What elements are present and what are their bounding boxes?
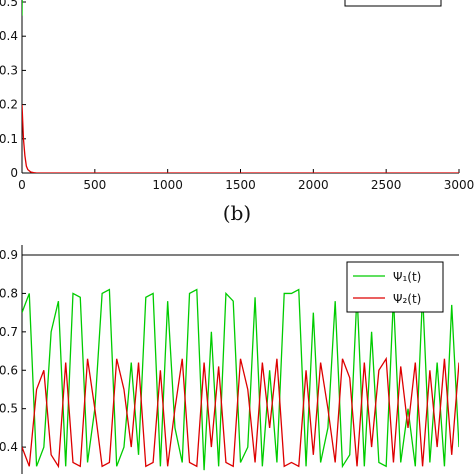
y-tick-label: 0.5 bbox=[0, 402, 18, 416]
series-line bbox=[22, 104, 459, 173]
legend-box bbox=[346, 261, 444, 313]
y-tick-label: 0.6 bbox=[0, 363, 18, 377]
y-tick-label: 0 bbox=[10, 166, 18, 180]
legend-label: Ψ₂(t) bbox=[393, 292, 421, 306]
plot bbox=[22, 0, 459, 173]
x-tick-label: 0 bbox=[18, 178, 26, 192]
y-tick-label: 0.3 bbox=[0, 63, 18, 77]
series-line bbox=[22, 0, 23, 16]
x-tick-label: 500 bbox=[83, 178, 106, 192]
series-line bbox=[22, 356, 459, 469]
y-tick-label: 0.7 bbox=[0, 325, 18, 339]
y-tick-label: 0.4 bbox=[0, 29, 18, 43]
x-tick-label: 1000 bbox=[152, 178, 183, 192]
series-line bbox=[22, 288, 459, 471]
legend-label: Ψ₁(t) bbox=[393, 270, 421, 284]
y-tick-label: 0.1 bbox=[0, 132, 18, 146]
caption: (b) bbox=[223, 201, 251, 225]
y-tick-label: 0.5 bbox=[0, 0, 18, 9]
x-tick-label: 3000 bbox=[444, 178, 474, 192]
x-tick-label: 2000 bbox=[298, 178, 329, 192]
legend-box bbox=[344, 0, 442, 7]
y-tick-label: 0.4 bbox=[0, 440, 18, 454]
y-tick-label: 0.8 bbox=[0, 286, 18, 300]
plot bbox=[22, 288, 459, 471]
x-tick-label: 1500 bbox=[225, 178, 256, 192]
y-tick-label: 0.2 bbox=[0, 98, 18, 112]
x-tick-label: 2500 bbox=[371, 178, 402, 192]
y-tick-label: 0.9 bbox=[0, 248, 18, 262]
